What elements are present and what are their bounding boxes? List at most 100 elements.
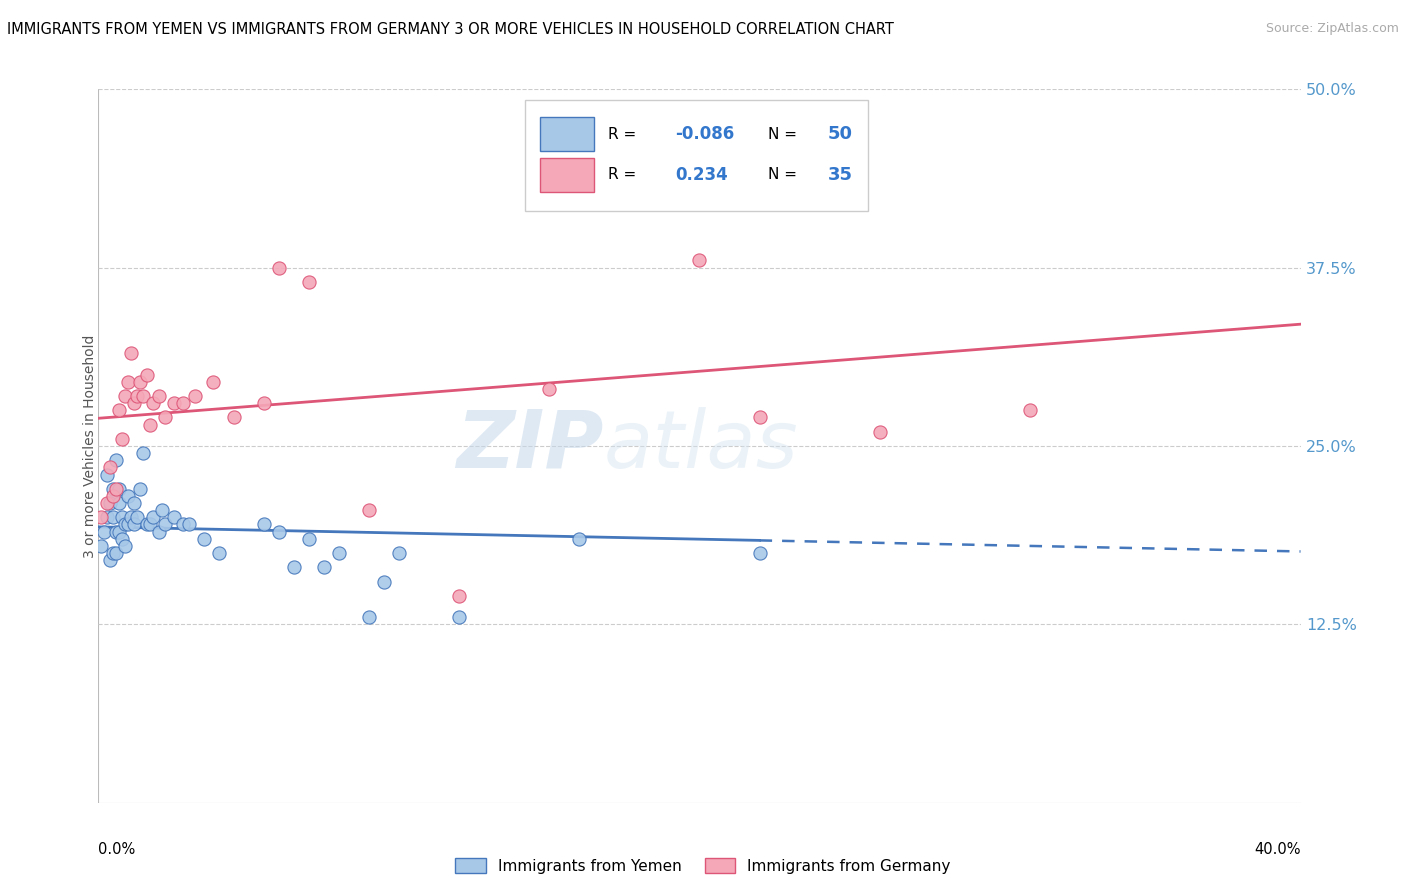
Point — [108, 403, 131, 417]
Text: Source: ZipAtlas.com: Source: ZipAtlas.com — [1265, 22, 1399, 36]
Point — [103, 482, 125, 496]
Text: 0.0%: 0.0% — [98, 842, 135, 857]
Point — [127, 510, 149, 524]
Point — [121, 346, 143, 360]
Point — [267, 260, 290, 275]
Point — [183, 389, 205, 403]
Point — [357, 503, 380, 517]
Point — [162, 396, 184, 410]
Point — [135, 368, 157, 382]
Point — [100, 496, 122, 510]
Point — [748, 410, 770, 425]
Point — [117, 489, 139, 503]
FancyBboxPatch shape — [540, 158, 593, 192]
Point — [869, 425, 891, 439]
Point — [568, 532, 591, 546]
Point — [90, 510, 112, 524]
Point — [328, 546, 350, 560]
Text: ZIP: ZIP — [456, 407, 603, 485]
Point — [153, 410, 176, 425]
Point — [208, 546, 231, 560]
Point — [253, 396, 276, 410]
Point — [138, 517, 160, 532]
Point — [108, 496, 131, 510]
Point — [283, 560, 305, 574]
Point — [105, 482, 128, 496]
Text: atlas: atlas — [603, 407, 799, 485]
Point — [748, 546, 770, 560]
Point — [148, 389, 170, 403]
Point — [538, 382, 561, 396]
Point — [298, 275, 321, 289]
Point — [312, 560, 335, 574]
Point — [388, 546, 411, 560]
Point — [141, 396, 163, 410]
Point — [267, 524, 290, 539]
Point — [105, 546, 128, 560]
Point — [222, 410, 245, 425]
Point — [447, 610, 470, 624]
Point — [132, 446, 155, 460]
Point — [111, 432, 134, 446]
Point — [253, 517, 276, 532]
Point — [108, 482, 131, 496]
Point — [150, 503, 173, 517]
Point — [148, 524, 170, 539]
Text: 35: 35 — [828, 166, 853, 184]
Point — [447, 589, 470, 603]
Point — [93, 524, 115, 539]
Point — [96, 467, 118, 482]
Point — [138, 417, 160, 432]
Point — [117, 375, 139, 389]
Point — [114, 389, 136, 403]
Point — [90, 539, 112, 553]
Point — [162, 510, 184, 524]
Point — [111, 532, 134, 546]
Legend: Immigrants from Yemen, Immigrants from Germany: Immigrants from Yemen, Immigrants from G… — [449, 852, 957, 880]
Point — [96, 496, 118, 510]
Point — [1019, 403, 1042, 417]
Point — [114, 517, 136, 532]
Point — [124, 396, 146, 410]
Point — [201, 375, 224, 389]
Point — [108, 524, 131, 539]
Point — [373, 574, 395, 589]
Point — [141, 510, 163, 524]
Text: R =: R = — [609, 127, 637, 142]
FancyBboxPatch shape — [526, 100, 868, 211]
Text: IMMIGRANTS FROM YEMEN VS IMMIGRANTS FROM GERMANY 3 OR MORE VEHICLES IN HOUSEHOLD: IMMIGRANTS FROM YEMEN VS IMMIGRANTS FROM… — [7, 22, 894, 37]
Y-axis label: 3 or more Vehicles in Household: 3 or more Vehicles in Household — [83, 334, 97, 558]
Point — [127, 389, 149, 403]
Point — [103, 546, 125, 560]
Text: -0.086: -0.086 — [675, 125, 735, 143]
Point — [129, 375, 152, 389]
Text: 50: 50 — [828, 125, 853, 143]
Point — [114, 539, 136, 553]
Text: R =: R = — [609, 168, 637, 182]
Text: N =: N = — [768, 127, 797, 142]
Point — [135, 517, 157, 532]
Text: N =: N = — [768, 168, 797, 182]
Point — [96, 510, 118, 524]
Point — [105, 453, 128, 467]
Point — [132, 389, 155, 403]
Point — [177, 517, 200, 532]
FancyBboxPatch shape — [540, 117, 593, 152]
Point — [100, 460, 122, 475]
Text: 40.0%: 40.0% — [1254, 842, 1301, 857]
Point — [124, 496, 146, 510]
Point — [103, 489, 125, 503]
Point — [117, 517, 139, 532]
Point — [628, 125, 651, 139]
Point — [193, 532, 215, 546]
Point — [172, 396, 194, 410]
Point — [153, 517, 176, 532]
Point — [105, 524, 128, 539]
Point — [111, 510, 134, 524]
Point — [357, 610, 380, 624]
Point — [103, 510, 125, 524]
Point — [298, 532, 321, 546]
Point — [172, 517, 194, 532]
Point — [689, 253, 711, 268]
Point — [129, 482, 152, 496]
